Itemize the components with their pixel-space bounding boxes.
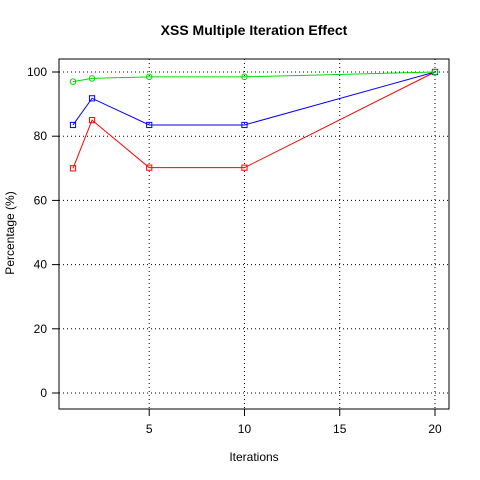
data-point <box>241 164 248 171</box>
data-point <box>241 73 248 81</box>
x-axis-ticks: 5 10 15 20 <box>146 409 442 436</box>
data-point <box>88 95 96 102</box>
y-tick-label: 80 <box>34 129 48 143</box>
series-line <box>72 71 436 169</box>
grid <box>59 59 449 409</box>
series-3 <box>69 68 439 85</box>
data-point <box>69 165 77 172</box>
series-line <box>72 71 436 126</box>
y-tick-label: 60 <box>34 193 48 207</box>
data-point <box>88 75 96 82</box>
chart-title: XSS Multiple Iteration Effect <box>161 22 348 38</box>
data-point <box>145 73 153 81</box>
data-point <box>146 121 153 129</box>
y-axis-ticks: 0 20 40 60 80 100 <box>27 65 59 400</box>
x-tick-label: 5 <box>146 422 153 436</box>
x-axis-label: Iterations <box>229 450 278 464</box>
data-point <box>431 68 439 76</box>
y-tick-label: 20 <box>34 322 48 336</box>
y-tick-label: 100 <box>27 65 47 79</box>
series-line <box>72 71 436 83</box>
series-1 <box>69 68 439 172</box>
y-tick-label: 0 <box>40 386 47 400</box>
x-tick-label: 10 <box>238 422 252 436</box>
data-point <box>69 78 77 85</box>
plot-frame <box>58 58 450 410</box>
y-tick-label: 40 <box>34 258 48 272</box>
data-point <box>241 121 248 129</box>
data-point <box>146 164 153 171</box>
data-point <box>69 121 77 129</box>
data-point <box>88 117 96 124</box>
y-axis-label: Percentage (%) <box>3 191 17 274</box>
series-group <box>69 68 439 172</box>
x-tick-label: 15 <box>333 422 347 436</box>
x-tick-label: 20 <box>428 422 442 436</box>
